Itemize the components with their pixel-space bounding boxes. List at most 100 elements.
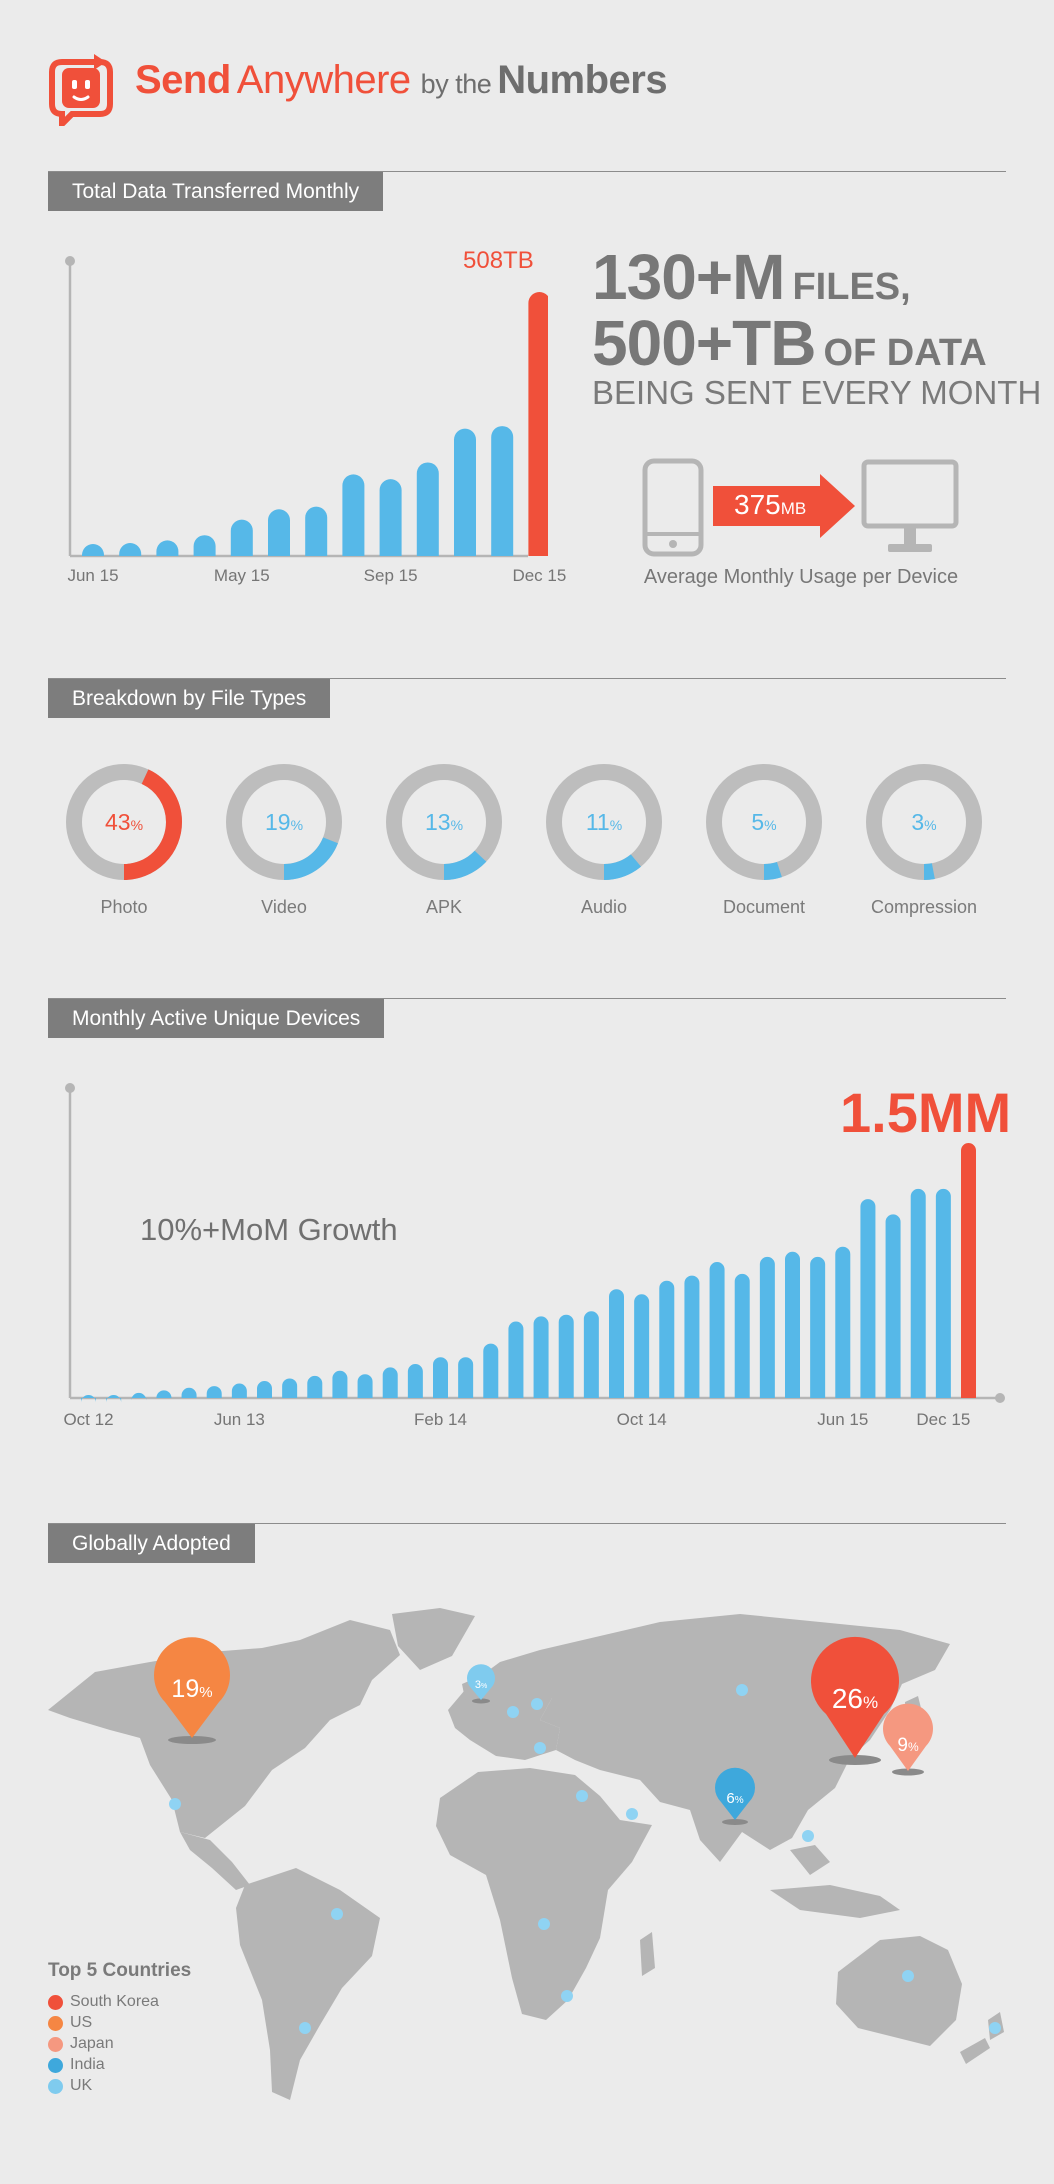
device-bar <box>961 1143 976 1398</box>
donut-document: 5% Document <box>702 760 826 918</box>
y-axis-cap <box>65 256 75 266</box>
device-bar <box>433 1357 448 1398</box>
new-zealand-south <box>960 2038 990 2064</box>
tick-label: May 15 <box>213 566 270 585</box>
tick-label: Feb 14 <box>414 1410 467 1429</box>
page-title: Send Anywhere by the Numbers <box>135 58 668 103</box>
pin-south-korea: 26% <box>811 1636 899 1765</box>
tick-label: Sep 15 <box>363 566 418 585</box>
svg-text:19%: 19% <box>171 1675 212 1703</box>
device-bar <box>508 1321 524 1398</box>
pin-percent: % <box>908 1740 919 1754</box>
donut-value: 13% <box>425 809 463 835</box>
donut-label: Photo <box>100 897 148 917</box>
pin-india: 6% <box>715 1767 755 1825</box>
data-bar <box>119 543 142 556</box>
pin-uk: 3% <box>467 1664 496 1704</box>
device-bar <box>483 1343 499 1398</box>
donut-value: 11% <box>586 809 622 835</box>
continents <box>48 1608 1004 2100</box>
legend-swatch <box>48 2015 63 2031</box>
user-dot <box>561 1990 573 2002</box>
data-bar <box>82 544 104 556</box>
tick-label: Dec 15 <box>916 1410 971 1429</box>
data-bar <box>193 535 216 556</box>
usage-caption: Average Monthly Usage per Device <box>643 566 959 588</box>
device-bar <box>382 1367 398 1398</box>
europe <box>448 1650 560 1760</box>
donut-label: Compression <box>870 897 978 917</box>
section-title-active-devices: Monthly Active Unique Devices <box>48 999 385 1038</box>
device-bar <box>533 1316 549 1398</box>
donut-slice <box>546 764 662 880</box>
indochina <box>790 1845 830 1875</box>
device-bar <box>181 1387 197 1398</box>
pin-percent: % <box>481 1683 487 1690</box>
data-transferred-chart <box>65 256 548 558</box>
donut-photo: 43% Photo <box>62 760 186 918</box>
device-bar <box>759 1256 775 1398</box>
svg-text:6%: 6% <box>726 1790 743 1807</box>
active-devices-chart <box>65 1083 1005 1403</box>
donut-number: 5 <box>751 809 764 835</box>
legend-item: South Korea <box>48 1993 159 2011</box>
legend-item: India <box>48 2056 105 2074</box>
donut-percent: % <box>291 817 303 833</box>
device-bar <box>885 1214 901 1398</box>
growth-annotation: 10%+MoM Growth <box>140 1212 398 1247</box>
pin-percent: % <box>199 1684 212 1701</box>
donut-percent: % <box>764 817 776 833</box>
files-word: FILES, <box>792 266 911 308</box>
legend-label: US <box>70 2014 93 2031</box>
device-bar <box>910 1188 926 1398</box>
peak-transfer-label: 508TB <box>463 247 534 274</box>
donut-apk: 13% APK <box>382 760 506 918</box>
svg-text:9%: 9% <box>897 1735 919 1756</box>
device-bar <box>935 1188 951 1398</box>
data-bar <box>156 540 179 556</box>
device-bar <box>81 1395 96 1403</box>
device-bar <box>282 1378 298 1398</box>
donut-slice <box>66 764 182 880</box>
legend-item: UK <box>48 2077 92 2095</box>
section-divider <box>48 678 1006 679</box>
pin-japan: 9% <box>883 1703 933 1776</box>
files-stat: 130+M FILES, <box>592 240 911 314</box>
donut-value: 43% <box>105 809 143 835</box>
x-axis-cap <box>995 1393 1005 1403</box>
donut-percent: % <box>924 817 936 833</box>
device-bar <box>609 1289 624 1398</box>
tick-label: Jun 15 <box>817 1410 869 1429</box>
legend-swatch <box>48 2057 63 2073</box>
donut-number: 3 <box>911 809 924 835</box>
y-axis-cap <box>65 1083 75 1093</box>
donut-value: 5% <box>751 809 776 835</box>
donut-label: APK <box>425 897 463 917</box>
device-bar <box>156 1390 172 1398</box>
pin-value: 3 <box>475 1679 481 1691</box>
donut-label: Document <box>722 897 806 917</box>
world-map: 26% 19% 9% 6% 3% <box>48 1608 1004 2100</box>
data-bar <box>491 426 514 556</box>
donut-slice <box>706 764 822 880</box>
donut-slice <box>866 764 982 880</box>
device-bar <box>860 1199 876 1398</box>
tick-label: Jun 15 <box>67 566 119 585</box>
north-america <box>48 1620 400 1838</box>
donut-label: Video <box>261 897 307 917</box>
user-dot <box>538 1918 550 1930</box>
device-bar <box>734 1273 750 1398</box>
user-dot <box>736 1684 748 1696</box>
svg-text:26%: 26% <box>832 1683 878 1714</box>
central-america <box>180 1832 250 1890</box>
device-bar <box>583 1311 599 1398</box>
usage-number: 375 <box>734 489 781 520</box>
pin-value: 19 <box>171 1675 199 1703</box>
data-bar <box>230 519 253 556</box>
tick-label: Oct 14 <box>616 1410 667 1429</box>
pin-percent: % <box>863 1693 878 1712</box>
indonesia <box>770 1885 900 1918</box>
device-bar <box>659 1280 675 1398</box>
legend-label: South Korea <box>70 1993 159 2010</box>
south-america <box>236 1868 380 2100</box>
